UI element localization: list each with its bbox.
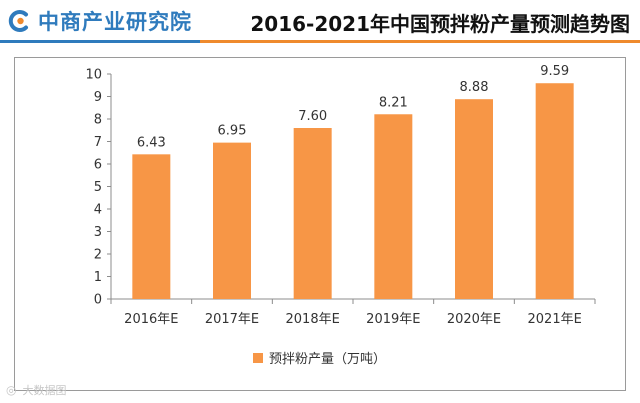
bar-chart: 0 1 2 3 4 5 6 7 8 9 10 6.43 2016年E 6.95 2017年E 7.60 2018… [85, 64, 596, 367]
bar [293, 128, 332, 299]
y-tick-label: 1 [94, 270, 102, 285]
page-title: 2016-2021年中国预拌粉产量预测趋势图 [250, 12, 630, 36]
x-tick-label: 2021年E [528, 312, 582, 327]
bar-value-label: 8.21 [379, 95, 408, 110]
watermark: ◎ 大数据图 [6, 382, 66, 398]
y-tick-label: 0 [94, 293, 102, 308]
bar [213, 142, 251, 299]
plot-area: 0 1 2 3 4 5 6 7 8 9 10 6.43 2016年E 6.95 2017年E 7.60 2018… [85, 64, 596, 367]
x-tick-label: 2019年E [366, 312, 420, 327]
y-tick-label: 10 [85, 68, 102, 83]
header-rule-orange [200, 40, 640, 43]
x-tick-label: 2016年E [124, 312, 178, 327]
y-tick-label: 2 [94, 248, 102, 263]
y-tick-label: 8 [94, 113, 102, 128]
bar [535, 83, 574, 299]
bar-value-label: 9.59 [540, 64, 569, 79]
y-tick-label: 5 [94, 180, 102, 195]
y-tick-label: 6 [94, 158, 102, 173]
chart-panel: 0 1 2 3 4 5 6 7 8 9 10 6.43 2016年E 6.95 2017年E 7.60 2018… [14, 57, 626, 391]
x-tick-label: 2017年E [205, 312, 259, 327]
y-tick-label: 7 [94, 135, 102, 150]
header-rule-blue [0, 40, 200, 43]
y-tick-label: 3 [94, 225, 102, 240]
legend-swatch [253, 353, 263, 363]
bar [455, 99, 493, 299]
brand-logo-icon [8, 10, 28, 32]
x-tick-label: 2020年E [447, 312, 501, 327]
bar-value-label: 6.43 [137, 135, 166, 150]
header: 中商产业研究院 2016-2021年中国预拌粉产量预测趋势图 [0, 0, 640, 43]
bar-value-label: 6.95 [218, 124, 247, 139]
legend-label: 预拌粉产量（万吨） [269, 352, 386, 367]
brand-name: 中商产业研究院 [38, 10, 192, 34]
y-tick-label: 4 [94, 203, 102, 218]
y-tick-label: 9 [94, 90, 102, 105]
x-tick-label: 2018年E [286, 312, 340, 327]
bar-value-label: 7.60 [298, 109, 327, 124]
bar-value-label: 8.88 [460, 80, 489, 95]
brand-logo: 中商产业研究院 [8, 6, 192, 36]
bar [374, 114, 413, 300]
weibo-icon: ◎ [6, 383, 17, 397]
watermark-text: 大数据图 [22, 384, 67, 397]
bar [132, 154, 171, 299]
